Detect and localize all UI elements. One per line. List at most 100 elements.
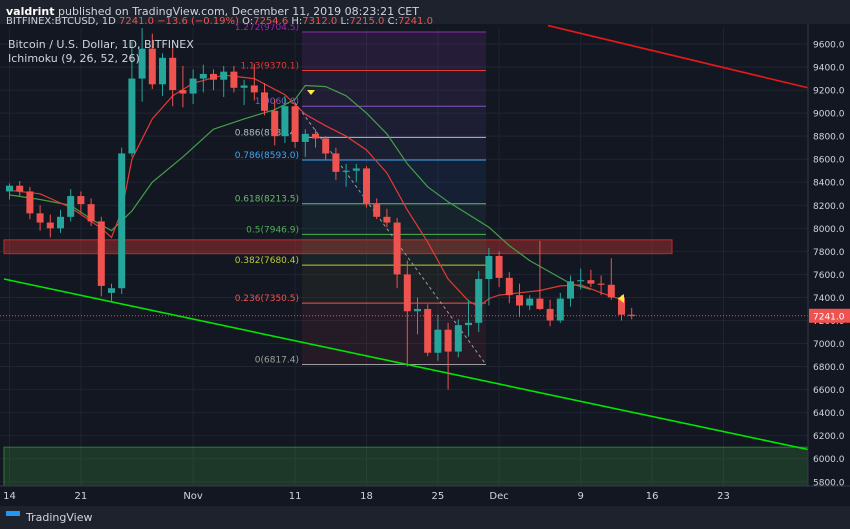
tradingview-logo-icon bbox=[6, 511, 20, 525]
fib-level-label: 1.13(9370.1) bbox=[240, 61, 299, 71]
fibonacci-retracement[interactable]: 1.272(9704.5) 1.13(9370.1) 1(9060.0) 0.886(… bbox=[235, 24, 487, 366]
candle-body bbox=[189, 78, 197, 94]
published-text: published on TradingView.com, December 1… bbox=[54, 5, 419, 18]
candle-body bbox=[332, 153, 340, 172]
candle-body bbox=[526, 298, 534, 306]
candle-body bbox=[322, 138, 330, 154]
candle bbox=[6, 183, 13, 200]
candle-body bbox=[230, 71, 238, 88]
candle-body bbox=[577, 280, 585, 282]
candle bbox=[577, 268, 585, 290]
candle bbox=[403, 260, 411, 367]
fib-level-label: 1(9060.0) bbox=[255, 97, 299, 107]
candle-body bbox=[169, 57, 177, 91]
price-axis[interactable]: 5800.0 6000.0 6200.0 6400.0 6600.0 6800.0 7000… bbox=[807, 24, 850, 488]
candle-body bbox=[26, 191, 34, 214]
candle-body bbox=[220, 71, 228, 80]
candle-body bbox=[444, 329, 452, 352]
time-tick-label: Nov bbox=[183, 491, 203, 502]
candle-body bbox=[159, 57, 166, 85]
candle bbox=[495, 251, 503, 288]
candle-body bbox=[414, 308, 421, 312]
candle bbox=[628, 307, 636, 320]
candle bbox=[332, 147, 340, 180]
fib-level-label: 0.886(8789.4) bbox=[235, 128, 299, 138]
price-tick-label: 6400.0 bbox=[813, 409, 845, 419]
price-tick-label: 6000.0 bbox=[813, 455, 845, 465]
candle bbox=[118, 147, 126, 294]
trend-lines[interactable] bbox=[3, 24, 809, 451]
candle-body bbox=[271, 110, 279, 137]
candles bbox=[6, 28, 636, 390]
fib-band bbox=[302, 160, 486, 204]
candle-body bbox=[148, 48, 156, 85]
change-value: −13.6 (−0.19%) bbox=[157, 16, 239, 27]
price-tick-label: 8400.0 bbox=[813, 179, 845, 189]
candle bbox=[322, 136, 330, 161]
candle bbox=[567, 275, 574, 307]
candle-body bbox=[240, 85, 248, 88]
fib-level-label: 0(6817.4) bbox=[255, 356, 299, 366]
candle bbox=[281, 95, 289, 144]
fib-level-label: 0.382(7680.4) bbox=[235, 256, 299, 266]
candle bbox=[301, 129, 309, 157]
candle-body bbox=[393, 222, 401, 275]
candle bbox=[138, 28, 146, 102]
price-tick-label: 9000.0 bbox=[813, 110, 845, 120]
symbol-label: BITFINEX:BTCUSD, 1D bbox=[6, 16, 116, 27]
price-tick-label: 5800.0 bbox=[813, 478, 845, 488]
candle bbox=[169, 46, 177, 107]
candle bbox=[383, 208, 391, 228]
last-price-tag-label: 7241.0 bbox=[813, 312, 845, 322]
fib-level-label: 0.5(7946.9) bbox=[246, 225, 299, 235]
close-value: 7241.0 bbox=[397, 16, 433, 27]
triangle-left-marker bbox=[618, 294, 624, 303]
candle-body bbox=[465, 322, 472, 326]
price-tick-label: 8800.0 bbox=[813, 133, 845, 143]
candle-body bbox=[250, 85, 258, 93]
candle-body bbox=[607, 284, 615, 298]
candle-body bbox=[597, 283, 605, 285]
candle-body bbox=[118, 153, 126, 289]
candle-body bbox=[312, 133, 319, 139]
candle bbox=[546, 299, 554, 327]
high-value: 7312.0 bbox=[302, 16, 338, 27]
candle bbox=[424, 304, 432, 357]
publish-bar: valdrint published on TradingView.com, D… bbox=[0, 0, 850, 24]
resistance-zone bbox=[3, 239, 673, 255]
time-axis[interactable]: 14 21 Nov 11 18 25 Dec 9 16 23 bbox=[0, 485, 850, 502]
candle bbox=[291, 103, 299, 148]
time-tick-label: 16 bbox=[646, 491, 659, 502]
candle-body bbox=[97, 221, 105, 286]
footer-brand: TradingView bbox=[26, 511, 93, 524]
candle bbox=[607, 258, 615, 300]
candle-body bbox=[46, 222, 54, 229]
fib-band bbox=[302, 70, 486, 107]
last-price-tag bbox=[809, 308, 850, 323]
candle-body bbox=[567, 281, 574, 299]
candle bbox=[16, 181, 24, 197]
candle-body bbox=[516, 295, 523, 306]
candle-body bbox=[342, 170, 350, 172]
price-tick-label: 8200.0 bbox=[813, 202, 845, 212]
candle-body bbox=[536, 298, 544, 309]
candle-body bbox=[383, 216, 391, 223]
ohlc-row: BITFINEX:BTCUSD, 1D 7241.0 −13.6 (−0.19%… bbox=[6, 16, 433, 27]
price-chart[interactable]: 1.272(9704.5) 1.13(9370.1) 1(9060.0) 0.886(… bbox=[0, 24, 850, 506]
price-tick-label: 7400.0 bbox=[813, 294, 845, 304]
candle-body bbox=[67, 196, 75, 217]
fib-band bbox=[302, 106, 486, 138]
candle-body bbox=[546, 308, 554, 321]
candle bbox=[516, 283, 523, 318]
fib-level-label: 0.786(8593.0) bbox=[235, 151, 299, 161]
fib-band bbox=[302, 137, 486, 161]
candle-body bbox=[424, 308, 432, 353]
author-name[interactable]: valdrint bbox=[6, 5, 55, 18]
candle bbox=[352, 163, 360, 183]
candle bbox=[57, 209, 64, 233]
price-tick-label: 9400.0 bbox=[813, 64, 845, 74]
candle bbox=[77, 191, 85, 214]
candle bbox=[526, 295, 534, 311]
candle bbox=[46, 214, 54, 238]
candle bbox=[444, 322, 452, 390]
